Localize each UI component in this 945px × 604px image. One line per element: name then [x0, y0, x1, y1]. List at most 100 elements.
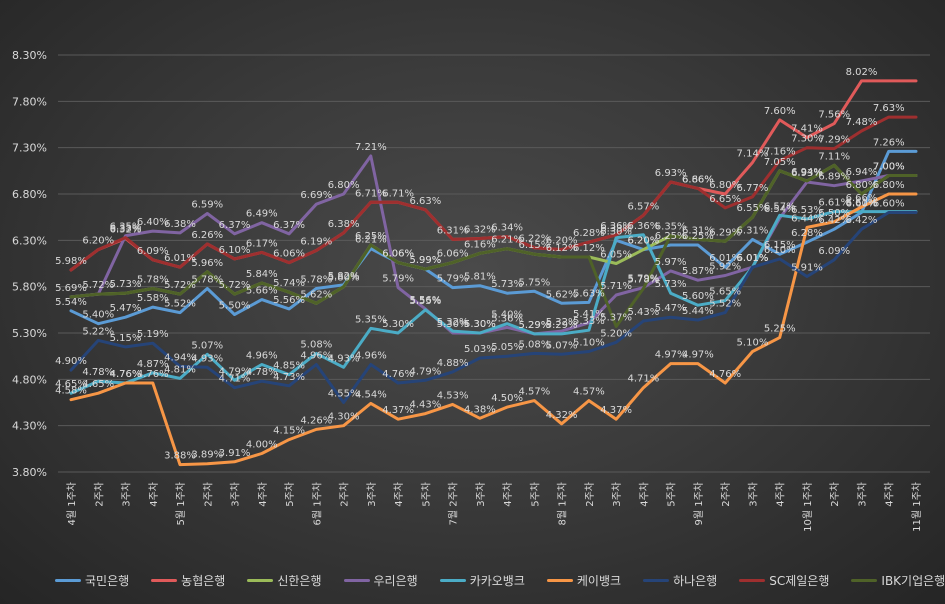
data-label: 4.37% [382, 405, 414, 416]
data-label: 5.78% [300, 275, 332, 286]
data-label: 4.93% [191, 353, 223, 364]
data-label: 5.72% [164, 280, 196, 291]
y-gridlines [58, 54, 930, 473]
data-label: 6.29% [709, 227, 741, 238]
legend-item: 국민은행 [55, 572, 129, 589]
data-label: 5.52% [709, 299, 741, 310]
data-label: 6.55% [737, 203, 769, 214]
data-label: 4.96% [355, 351, 387, 362]
data-label: 7.21% [355, 142, 387, 153]
data-label: 5.10% [573, 338, 605, 349]
data-label: 5.44% [682, 306, 714, 317]
data-label: 4.43% [409, 400, 441, 411]
data-label: 6.17% [246, 238, 278, 249]
legend-swatch [55, 579, 81, 582]
data-label: 5.72% [219, 280, 251, 291]
data-label: 5.56% [273, 295, 305, 306]
data-label: 4.57% [573, 387, 605, 398]
data-label: 6.50% [818, 208, 850, 219]
data-label: 6.93% [791, 168, 823, 179]
data-label: 6.42% [818, 215, 850, 226]
data-label: 6.37% [273, 220, 305, 231]
data-label: 6.06% [273, 249, 305, 260]
legend-swatch [851, 579, 878, 582]
data-label: 5.80% [328, 273, 360, 284]
legend-item: 농협은행 [151, 572, 225, 589]
x-tick-label: 7월 2주차 [448, 482, 460, 526]
data-label: 7.16% [764, 147, 796, 158]
x-tick-label: 3주차 [121, 482, 133, 507]
legend-item: SC제일은행 [739, 572, 829, 589]
data-label: 5.96% [191, 258, 223, 269]
x-tick-label: 5월 1주차 [175, 482, 187, 526]
data-label: 4.96% [300, 351, 332, 362]
data-label: 5.40% [82, 310, 114, 321]
data-label: 4.58% [55, 386, 87, 397]
legend-label: 우리은행 [373, 574, 418, 588]
legend-label: 케이뱅크 [576, 574, 622, 588]
data-label: 5.62% [546, 289, 578, 300]
data-label: 5.73% [655, 279, 687, 290]
data-label: 7.41% [791, 123, 823, 134]
data-label: 6.26% [191, 230, 223, 241]
data-label: 5.99% [409, 255, 441, 266]
y-tick-label: 5.80% [12, 281, 47, 294]
y-tick-label: 6.30% [12, 234, 47, 247]
legend-item: 하나은행 [643, 572, 717, 589]
data-label: 6.20% [82, 236, 114, 247]
data-label: 6.60% [873, 199, 905, 210]
y-axis-ticks: 3.80% 4.30% 4.80% 5.30% 5.80% 6.30% 6.80% 7.30%… [12, 49, 47, 479]
data-label: 4.76% [382, 369, 414, 380]
data-label: 6.15% [518, 240, 550, 251]
data-label: 5.82% [328, 271, 360, 282]
data-label: 6.25% [655, 231, 687, 242]
series-line-0 [69, 149, 918, 326]
data-label: 4.79% [219, 366, 251, 377]
y-tick-label: 8.30% [12, 49, 47, 62]
data-label: 6.94% [791, 167, 823, 178]
data-label: 6.09% [137, 246, 169, 257]
data-label: 5.79% [628, 274, 660, 285]
data-label: 6.93% [655, 168, 687, 179]
data-label: 5.58% [137, 293, 169, 304]
data-label: 6.28% [573, 228, 605, 239]
data-label: 6.16% [464, 239, 496, 250]
x-tick-label: 2주차 [93, 482, 105, 507]
data-label: 5.30% [437, 319, 469, 330]
x-tick-label: 4주차 [393, 482, 405, 507]
data-label: 5.08% [300, 339, 332, 350]
x-tick-label: 2주차 [829, 482, 841, 507]
data-label: 3.91% [219, 448, 251, 459]
x-tick-label: 4주차 [884, 482, 896, 507]
data-label: 4.53% [437, 390, 469, 401]
data-label: 5.84% [246, 269, 278, 280]
data-label: 6.89% [818, 172, 850, 183]
data-label: 5.07% [546, 340, 578, 351]
data-label: 5.62% [300, 289, 332, 300]
data-label: 4.97% [682, 350, 714, 361]
data-label: 6.34% [491, 223, 523, 234]
data-label: 4.96% [246, 351, 278, 362]
y-tick-label: 4.30% [12, 420, 47, 433]
data-label: 5.43% [628, 307, 660, 318]
data-label: 5.79% [382, 274, 414, 285]
data-label: 7.60% [764, 106, 796, 117]
data-label: 4.15% [273, 426, 305, 437]
data-label: 7.63% [873, 103, 905, 114]
data-label: 6.44% [791, 213, 823, 224]
data-label: 6.37% [219, 220, 251, 231]
data-label: 6.80% [328, 180, 360, 191]
data-label: 4.88% [437, 358, 469, 369]
x-tick-label: 3주차 [856, 482, 868, 507]
data-label: 6.32% [110, 224, 142, 235]
data-label: 5.60% [682, 291, 714, 302]
data-label: 6.33% [110, 224, 142, 235]
x-tick-label: 8월 1주차 [557, 482, 569, 526]
data-label: 4.54% [355, 389, 387, 400]
data-label: 5.07% [191, 340, 223, 351]
data-label: 5.10% [737, 338, 769, 349]
data-label: 4.85% [273, 361, 305, 372]
data-labels: 5.54%5.40%5.47%5.58%5.52%5.78%5.50%5.66%… [55, 67, 905, 462]
data-label: 4.87% [137, 359, 169, 370]
